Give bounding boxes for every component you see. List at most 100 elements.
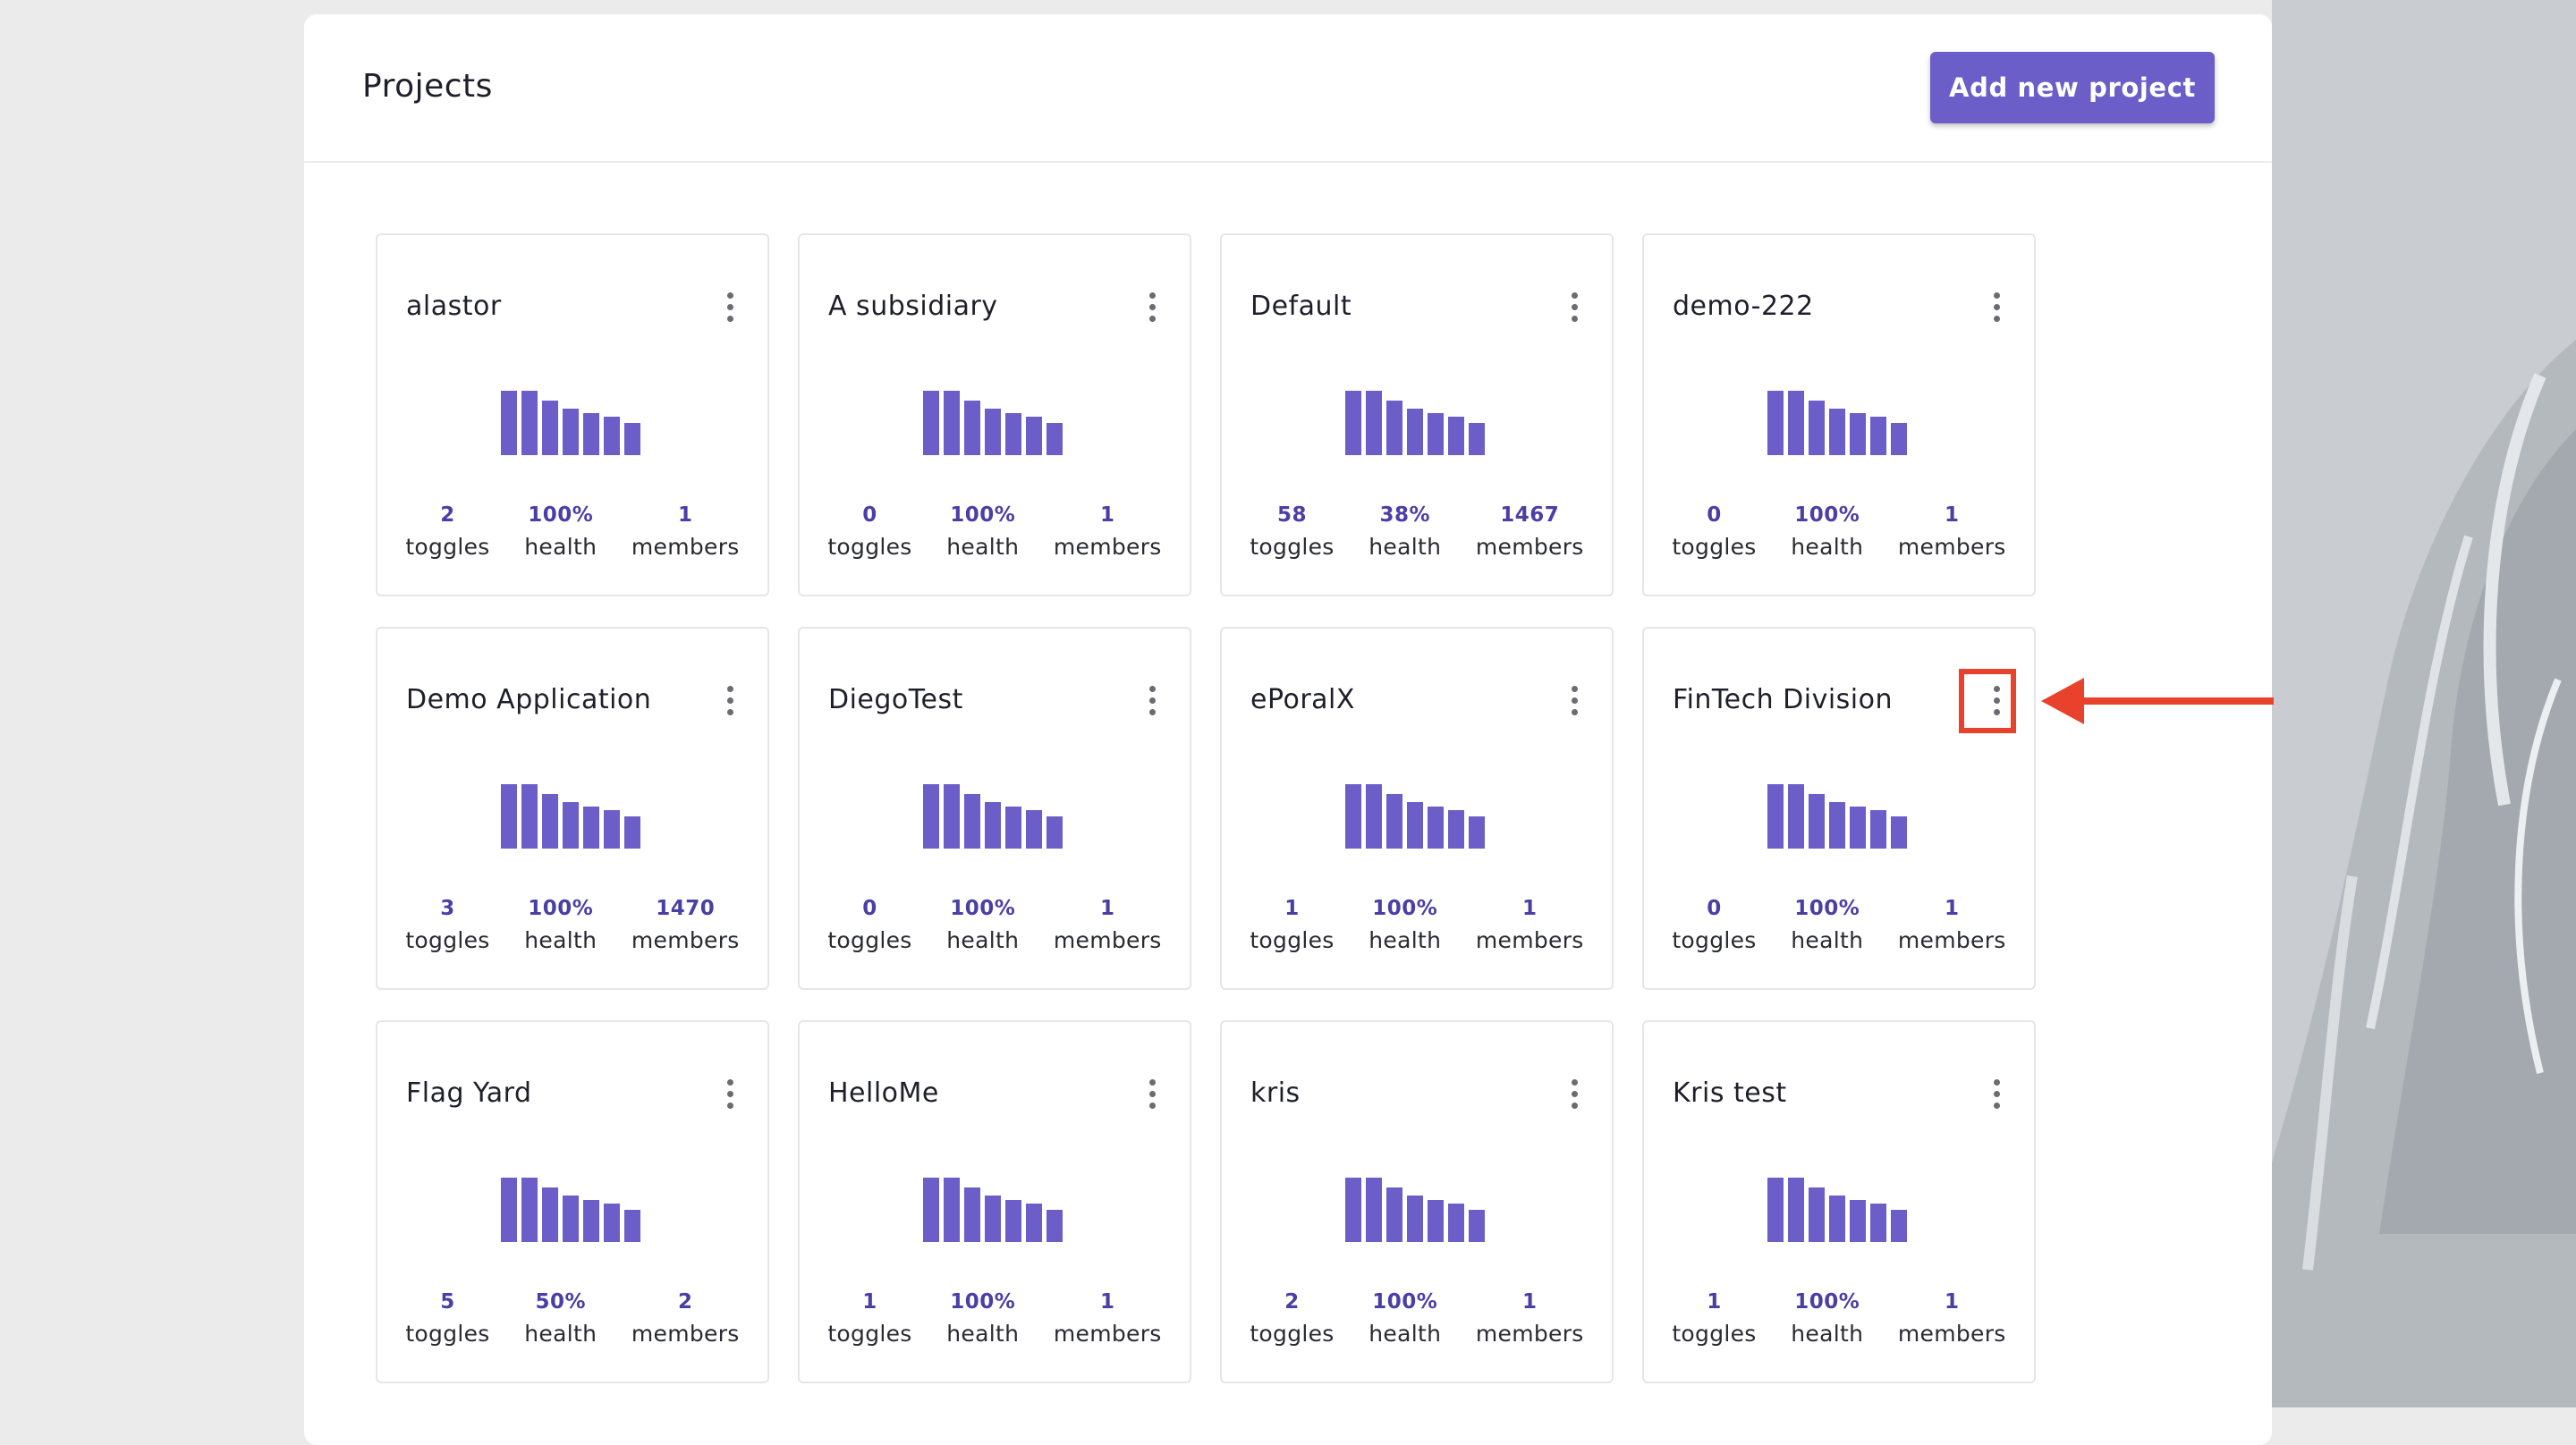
project-name[interactable]: Default xyxy=(1250,291,1352,322)
stat-health-value: 100% xyxy=(528,897,594,920)
menu-dot xyxy=(726,315,733,322)
menu-dot xyxy=(1148,697,1156,704)
project-name[interactable]: Kris test xyxy=(1673,1077,1787,1109)
activity-sparkline xyxy=(1767,391,1914,455)
project-card[interactable]: ePoralX 1 toggles 100% health 1 members xyxy=(1220,627,1614,990)
menu-dot xyxy=(726,685,733,692)
sparkline-bar xyxy=(1026,417,1042,455)
project-name[interactable]: demo-222 xyxy=(1673,291,1814,322)
project-name[interactable]: Flag Yard xyxy=(406,1077,532,1109)
sparkline-bar xyxy=(1407,802,1423,849)
project-card[interactable]: DiegoTest 0 toggles 100% health 1 members xyxy=(798,627,1191,990)
sparkline-bar xyxy=(964,401,980,455)
stat-members-value: 1 xyxy=(678,503,693,527)
stat-toggles-value: 58 xyxy=(1276,503,1307,527)
project-name[interactable]: A subsidiary xyxy=(828,291,998,322)
stat-health: 100% health xyxy=(1791,503,1863,560)
more-vertical-icon[interactable] xyxy=(1556,287,1592,326)
stat-health: 100% health xyxy=(1791,1290,1863,1347)
stat-members: 1 members xyxy=(1476,897,1584,953)
stat-health-value: 100% xyxy=(950,1290,1016,1314)
stat-health-label: health xyxy=(524,1321,597,1347)
sparkline-bar xyxy=(1829,1196,1845,1242)
stat-health: 100% health xyxy=(946,1290,1019,1347)
project-name[interactable]: ePoralX xyxy=(1250,684,1355,715)
sparkline-bar xyxy=(501,1178,517,1242)
sparkline-bar xyxy=(1850,413,1866,455)
more-vertical-icon[interactable] xyxy=(712,680,748,720)
sparkline-bar xyxy=(985,802,1001,849)
menu-dot xyxy=(1993,708,2000,715)
project-card[interactable]: Demo Application 3 toggles 100% health 1470 me… xyxy=(376,627,769,990)
stat-toggles: 0 toggles xyxy=(1672,503,1756,560)
project-card[interactable]: Kris test 1 toggles 100% health 1 members xyxy=(1642,1020,2036,1383)
project-stats: 0 toggles 100% health 1 members xyxy=(800,503,1190,560)
sparkline-bar xyxy=(1026,810,1042,849)
stat-health-value: 100% xyxy=(1372,897,1438,920)
stat-health-label: health xyxy=(1791,534,1864,560)
project-name[interactable]: alastor xyxy=(406,291,502,322)
sparkline-bar xyxy=(1046,1210,1063,1242)
stat-health-value: 100% xyxy=(528,503,594,527)
sparkline-bar xyxy=(1448,810,1464,849)
stat-health-label: health xyxy=(1368,927,1442,953)
activity-sparkline xyxy=(1345,784,1492,849)
stat-toggles-label: toggles xyxy=(405,534,490,560)
sparkline-bar xyxy=(1469,1210,1485,1242)
project-grid: alastor 2 toggles 100% health 1 members A subsi… xyxy=(376,233,2036,1383)
project-name[interactable]: HelloMe xyxy=(828,1077,939,1109)
menu-dot xyxy=(1148,303,1156,310)
more-vertical-icon[interactable] xyxy=(1134,287,1170,326)
project-card[interactable]: demo-222 0 toggles 100% health 1 members xyxy=(1642,233,2036,596)
project-name[interactable]: DiegoTest xyxy=(828,684,963,715)
stat-members-value: 2 xyxy=(678,1290,693,1314)
project-name[interactable]: kris xyxy=(1250,1077,1301,1109)
project-card[interactable]: FinTech Division 0 toggles 100% health 1 membe… xyxy=(1642,627,2036,990)
project-card[interactable]: Default 58 toggles 38% health 1467 members xyxy=(1220,233,1614,596)
stat-health-value: 100% xyxy=(950,897,1016,920)
menu-dot xyxy=(1571,697,1578,704)
sparkline-bar xyxy=(1345,784,1361,849)
more-vertical-icon[interactable] xyxy=(1556,680,1592,720)
sparkline-bar xyxy=(1366,784,1382,849)
sparkline-bar xyxy=(1407,1196,1423,1242)
more-vertical-icon[interactable] xyxy=(1979,287,2014,326)
project-name[interactable]: FinTech Division xyxy=(1673,684,1894,715)
project-card[interactable]: A subsidiary 0 toggles 100% health 1 members xyxy=(798,233,1191,596)
stat-toggles-value: 0 xyxy=(862,503,877,527)
sparkline-bar xyxy=(923,784,939,849)
more-vertical-icon[interactable] xyxy=(1134,1074,1170,1113)
sparkline-bar xyxy=(563,802,579,849)
menu-dot xyxy=(1993,303,2000,310)
stat-health-label: health xyxy=(946,534,1020,560)
more-vertical-icon[interactable] xyxy=(1979,680,2014,720)
sparkline-bar xyxy=(1046,816,1063,849)
more-vertical-icon[interactable] xyxy=(1134,680,1170,720)
project-stats: 1 toggles 100% health 1 members xyxy=(1644,1290,2034,1347)
project-card[interactable]: Flag Yard 5 toggles 50% health 2 members xyxy=(376,1020,769,1383)
stat-members-value: 1 xyxy=(1945,503,1960,527)
more-vertical-icon[interactable] xyxy=(712,1074,748,1113)
add-new-project-button[interactable]: Add new project xyxy=(1930,52,2215,123)
stat-members-value: 1470 xyxy=(656,897,716,920)
stat-toggles: 0 toggles xyxy=(827,503,911,560)
project-card[interactable]: HelloMe 1 toggles 100% health 1 members xyxy=(798,1020,1191,1383)
stat-members-label: members xyxy=(1053,534,1162,560)
sparkline-bar xyxy=(542,401,558,455)
stat-toggles-value: 0 xyxy=(1707,503,1722,527)
project-card[interactable]: kris 2 toggles 100% health 1 members xyxy=(1220,1020,1614,1383)
stat-health-value: 100% xyxy=(950,503,1016,527)
project-stats: 0 toggles 100% health 1 members xyxy=(800,897,1190,953)
sparkline-bar xyxy=(624,423,640,455)
project-card[interactable]: alastor 2 toggles 100% health 1 members xyxy=(376,233,769,596)
more-vertical-icon[interactable] xyxy=(712,287,748,326)
sparkline-bar xyxy=(1005,413,1021,455)
more-vertical-icon[interactable] xyxy=(1979,1074,2014,1113)
project-name[interactable]: Demo Application xyxy=(406,684,652,715)
more-vertical-icon[interactable] xyxy=(1556,1074,1592,1113)
stat-health-value: 100% xyxy=(1372,1290,1438,1314)
sparkline-bar xyxy=(1891,423,1907,455)
stat-toggles-value: 3 xyxy=(440,897,455,920)
stat-members: 1 members xyxy=(1898,897,2006,953)
sparkline-bar xyxy=(923,1178,939,1242)
